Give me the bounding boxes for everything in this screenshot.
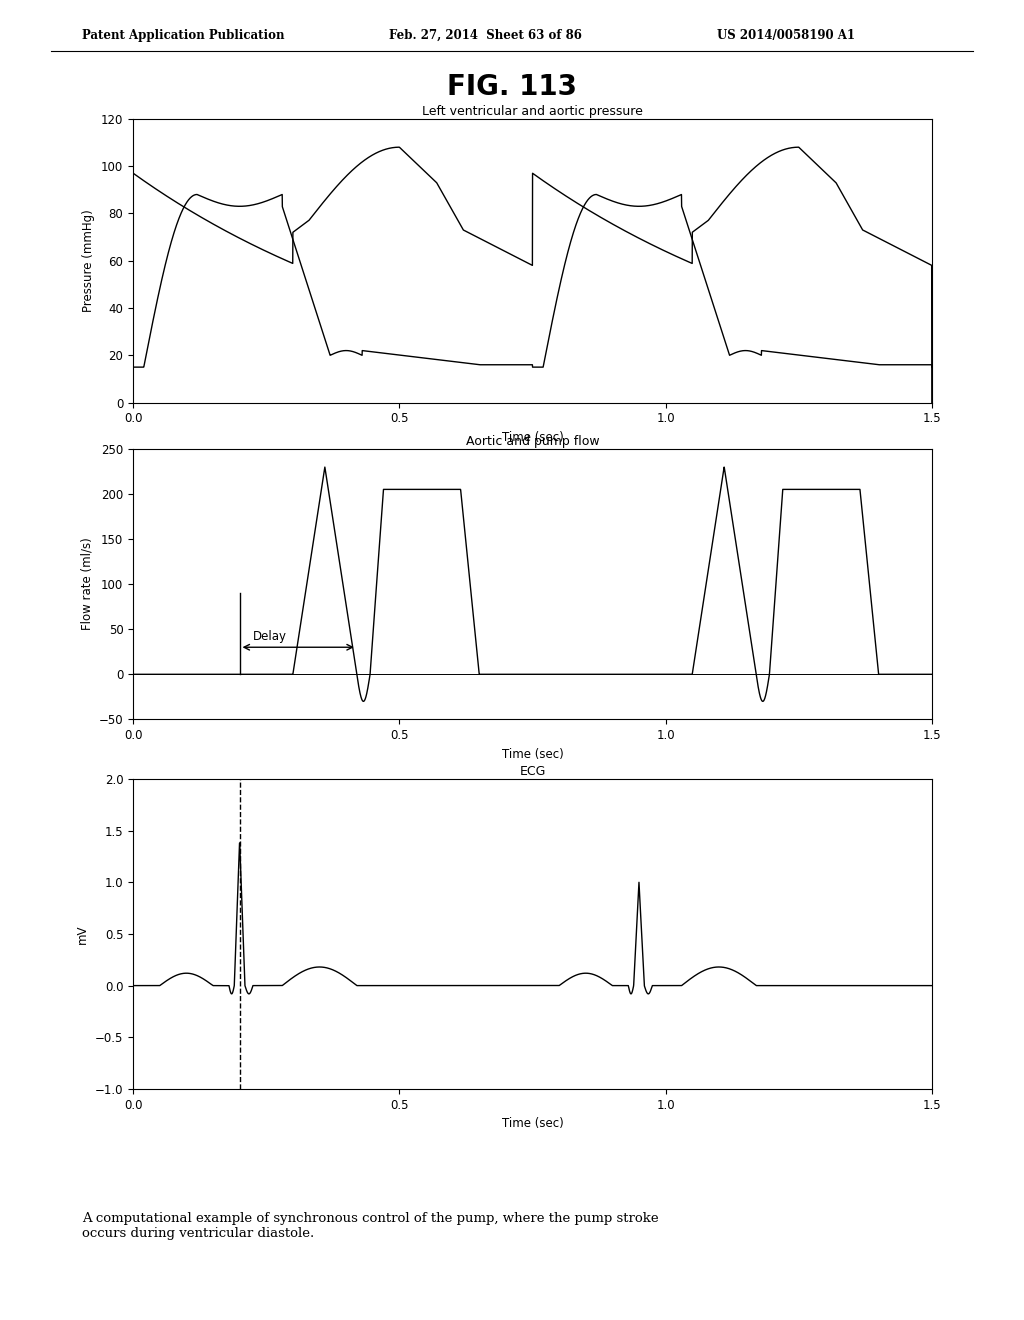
X-axis label: Time (sec): Time (sec) — [502, 747, 563, 760]
Y-axis label: mV: mV — [77, 924, 89, 944]
Y-axis label: Pressure (mmHg): Pressure (mmHg) — [83, 210, 95, 312]
Title: ECG: ECG — [519, 764, 546, 777]
Text: Feb. 27, 2014  Sheet 63 of 86: Feb. 27, 2014 Sheet 63 of 86 — [389, 29, 582, 42]
Text: Delay: Delay — [253, 630, 287, 643]
Text: Patent Application Publication: Patent Application Publication — [82, 29, 285, 42]
X-axis label: Time (sec): Time (sec) — [502, 1117, 563, 1130]
Title: Aortic and pump flow: Aortic and pump flow — [466, 434, 599, 447]
Title: Left ventricular and aortic pressure: Left ventricular and aortic pressure — [422, 104, 643, 117]
Text: FIG. 113: FIG. 113 — [447, 73, 577, 100]
Y-axis label: Flow rate (ml/s): Flow rate (ml/s) — [80, 537, 93, 631]
Text: US 2014/0058190 A1: US 2014/0058190 A1 — [717, 29, 855, 42]
X-axis label: Time (sec): Time (sec) — [502, 430, 563, 444]
Text: A computational example of synchronous control of the pump, where the pump strok: A computational example of synchronous c… — [82, 1212, 658, 1239]
